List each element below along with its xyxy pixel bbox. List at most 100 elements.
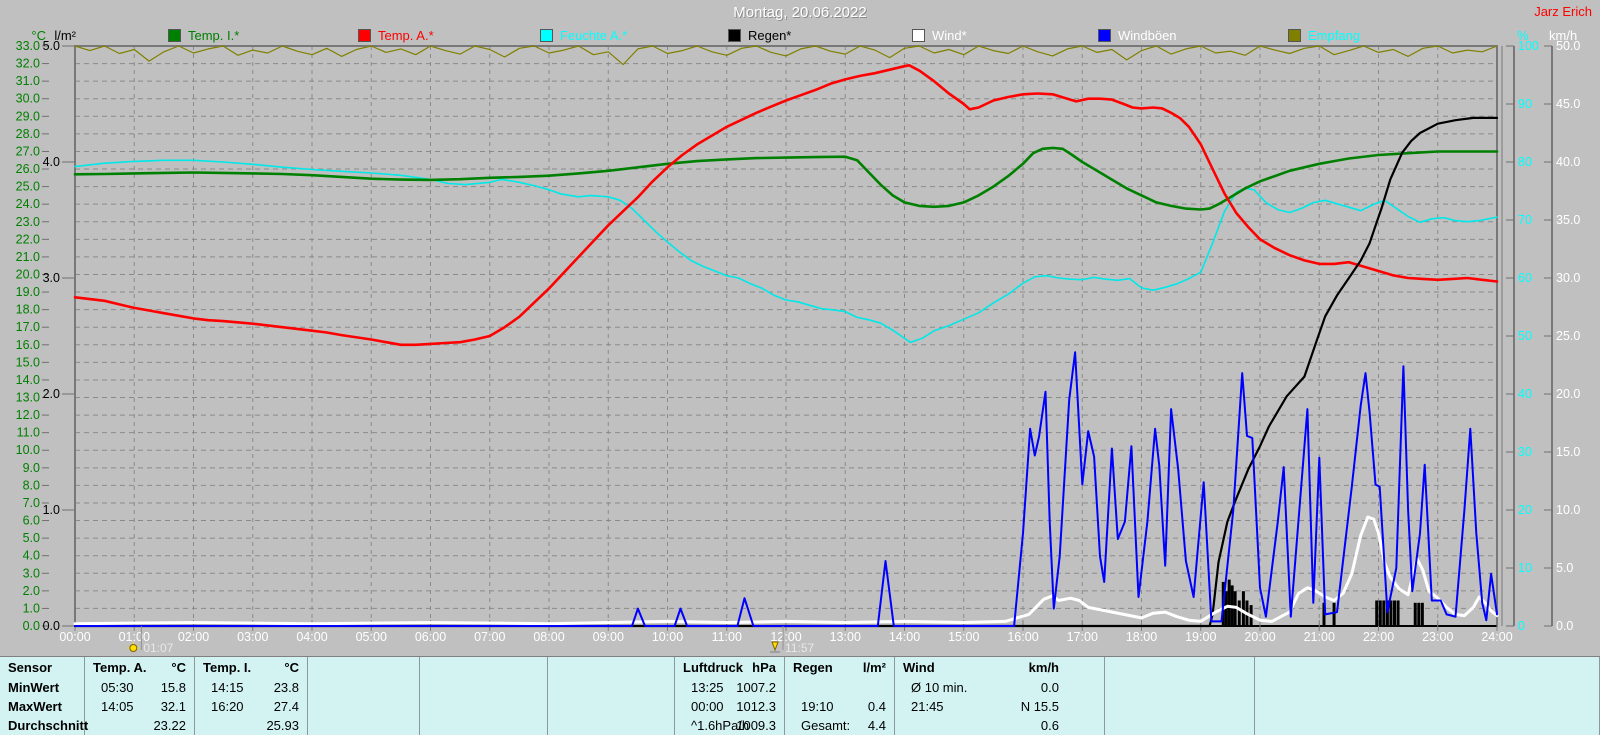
- legend-color-swatch: [1288, 28, 1301, 42]
- x-hour-label: 16:00: [1007, 630, 1038, 644]
- left-temp-axis-label: 1.0: [23, 601, 40, 615]
- cell-time: 05:30: [101, 680, 134, 695]
- cell-time: Gesamt:: [801, 718, 851, 733]
- left-temp-axis-label: 23.0: [16, 215, 40, 229]
- legend-item-wind-: Wind*: [912, 27, 967, 43]
- left-temp-axis-label: 20.0: [16, 267, 40, 281]
- left-temp-axis-label: 0.0: [23, 619, 40, 633]
- marker-time-label: 11:57: [785, 641, 814, 655]
- cell-value: 23.22: [153, 718, 186, 733]
- rain-intensity-bar: [1322, 602, 1326, 626]
- column-name: Luftdruck: [683, 660, 743, 675]
- right-humidity-unit-label: %: [1517, 28, 1529, 43]
- left-temp-axis-label: 21.0: [16, 250, 40, 264]
- humidity-axis-label: 90: [1518, 97, 1532, 111]
- legend-item-windböen: Windböen: [1098, 27, 1177, 43]
- table-cell: 25.93: [195, 716, 307, 735]
- wind-axis-label: 45.0: [1556, 97, 1580, 111]
- cell-value: 25.93: [266, 718, 299, 733]
- legend: Temp. I.* Temp. A.* Feuchte A.* Regen* Wind*…: [0, 27, 1600, 45]
- table-column-empty: [548, 657, 675, 735]
- left-temp-axis-label: 22.0: [16, 232, 40, 246]
- x-hour-label: 24:00: [1481, 630, 1512, 644]
- left-temp-axis-label: 32.0: [16, 57, 40, 71]
- left-rain-axis-label: 1.0: [43, 503, 60, 517]
- legend-color-swatch: [540, 28, 553, 42]
- rain-intensity-bar: [1332, 602, 1336, 626]
- cell-time: 16:20: [211, 699, 244, 714]
- cell-time: 21:45: [911, 699, 944, 714]
- rain-intensity-bar: [1389, 600, 1393, 626]
- wind-axis-label: 15.0: [1556, 445, 1580, 459]
- sun-up-marker-icon: [129, 644, 138, 652]
- table-row-label-text: MaxWert: [8, 699, 62, 714]
- table-row-label-text: Sensor: [8, 660, 53, 675]
- cell-time: Ø 10 min.: [911, 680, 968, 695]
- page-title: Montag, 20.06.2022: [733, 4, 867, 21]
- rain-intensity-bar: [1375, 600, 1379, 626]
- left-temp-axis-label: 18.0: [16, 303, 40, 317]
- rain-intensity-bar: [1413, 602, 1417, 626]
- rain-intensity-bar: [1392, 600, 1396, 626]
- x-hour-label: 06:00: [415, 630, 446, 644]
- x-hour-label: 08:00: [533, 630, 564, 644]
- x-hour-label: 04:00: [296, 630, 327, 644]
- left-temp-axis-label: 31.0: [16, 74, 40, 88]
- rain-intensity-bar: [1396, 600, 1400, 626]
- cell-value: N 15.5: [1020, 699, 1059, 714]
- table-column-luftdruck: Luftdruck hPa 13:25 1007.2 00:00 1012.3 ^1.6hP…: [675, 657, 785, 735]
- left-temp-axis-label: 14.0: [16, 373, 40, 387]
- legend-color-swatch: [912, 28, 925, 42]
- table-column-header: Regen l/m²: [785, 657, 894, 678]
- left-temp-axis-label: 33.0: [16, 39, 40, 53]
- marker-time-label: 01:07: [143, 641, 173, 655]
- left-rain-axis-label: 4.0: [43, 155, 60, 169]
- cell-value: 1007.2: [736, 680, 776, 695]
- x-hour-label: 15:00: [948, 630, 979, 644]
- series-temp_a: [73, 64, 1499, 347]
- legend-label: Empfang: [1308, 27, 1361, 43]
- wind-axis-label: 30.0: [1556, 271, 1580, 285]
- legend-label: Windböen: [1118, 27, 1177, 43]
- left-temp-axis-label: 27.0: [16, 144, 40, 158]
- table-column-wind: Wind km/h Ø 10 min. 0.0 21:45 N 15.5 0.6: [895, 657, 1105, 735]
- table-column-empty: [1255, 657, 1600, 735]
- left-temp-axis-label: 12.0: [16, 408, 40, 422]
- legend-color-swatch: [358, 28, 371, 42]
- column-unit: hPa: [752, 660, 776, 675]
- x-hour-label: 10:00: [652, 630, 683, 644]
- column-unit: °C: [171, 660, 186, 675]
- left-rain-axis-label: 3.0: [43, 271, 60, 285]
- table-column-header: Temp. I. °C: [195, 657, 307, 678]
- legend-item-feuchte-a-: Feuchte A.*: [540, 27, 627, 43]
- table-cell: 13:25 1007.2: [675, 678, 784, 697]
- cell-value: 0.0: [1040, 680, 1059, 695]
- table-cell: [420, 678, 547, 697]
- left-temp-axis-label: 25.0: [16, 180, 40, 194]
- wind-axis-label: 40.0: [1556, 155, 1580, 169]
- left-temp-axis-label: 16.0: [16, 338, 40, 352]
- left-rain-axis-label: 5.0: [43, 39, 60, 53]
- column-unit: l/m²: [862, 660, 886, 675]
- left-temp-axis-label: 28.0: [16, 127, 40, 141]
- legend-label: Temp. A.*: [378, 27, 434, 43]
- credit-label: Jarz Erich: [1534, 4, 1592, 19]
- left-temp-axis-label: 29.0: [16, 109, 40, 123]
- series-windboeen: [74, 351, 1498, 627]
- x-hour-label: 01:00: [119, 630, 150, 644]
- table-row-label: MaxWert: [0, 697, 84, 716]
- legend-item-regen-: Regen*: [728, 27, 791, 43]
- table-cell: Gesamt: 4.4: [785, 716, 894, 735]
- cell-value: 32.1: [160, 699, 186, 714]
- table-cell: 14:15 23.8: [195, 678, 307, 697]
- legend-item-empfang: Empfang: [1288, 27, 1360, 43]
- rain-intensity-bar: [1382, 600, 1386, 626]
- rain-intensity-bar: [1420, 602, 1424, 626]
- table-cell: [308, 716, 419, 735]
- cell-value: 4.4: [867, 718, 886, 733]
- rain-intensity-bar: [1237, 600, 1241, 626]
- legend-color-swatch: [728, 28, 741, 42]
- table-row-label: MinWert: [0, 678, 84, 697]
- humidity-axis-label: 70: [1518, 213, 1532, 227]
- rain-intensity-bar: [1378, 600, 1382, 626]
